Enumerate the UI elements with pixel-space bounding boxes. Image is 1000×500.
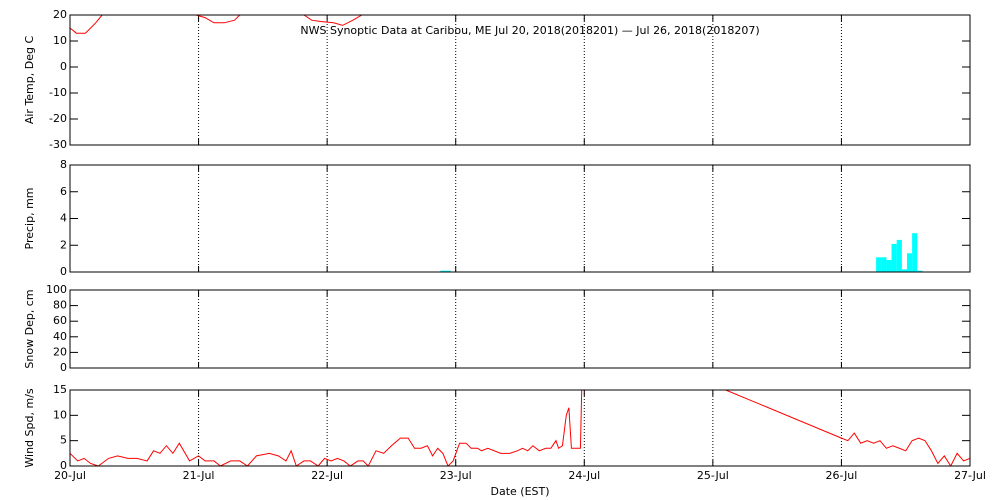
y-tick-label: -20: [49, 112, 67, 125]
plot-frame: [69, 14, 971, 146]
line: [70, 390, 970, 466]
bar: [901, 269, 908, 272]
plot-area: [440, 233, 923, 272]
plot-area: [70, 15, 363, 34]
y-tick-label: 20: [53, 345, 67, 358]
plot-area: [70, 390, 970, 466]
y-axis-label: Snow Dep, cm: [23, 289, 36, 368]
x-tick-label: 20-Jul: [54, 469, 86, 482]
y-tick-label: 60: [53, 314, 67, 327]
bar: [881, 257, 887, 272]
y-tick-label: 100: [46, 283, 67, 296]
y-tick-label: 8: [60, 158, 67, 171]
y-tick-label: -30: [49, 138, 67, 151]
x-tick-label: 25-Jul: [697, 469, 729, 482]
y-tick-label: 0: [60, 361, 67, 374]
y-tick-label: 5: [60, 434, 67, 447]
x-axis-label: Date (EST): [490, 485, 549, 498]
y-tick-label: 2: [60, 238, 67, 251]
x-tick-label: 27-Jul: [954, 469, 986, 482]
y-tick-label: 0: [60, 265, 67, 278]
x-tick-label: 26-Jul: [825, 469, 857, 482]
y-tick-label: 4: [60, 212, 67, 225]
y-axis-label: Precip, mm: [23, 188, 36, 250]
y-tick-label: 0: [60, 459, 67, 472]
bar: [891, 243, 897, 272]
plot-frame: [69, 289, 971, 369]
y-tick-label: 0: [60, 60, 67, 73]
y-tick-label: 15: [53, 383, 67, 396]
chart-title: NWS Synoptic Data at Caribou, ME Jul 20,…: [300, 24, 759, 37]
y-tick-label: 10: [53, 34, 67, 47]
bar: [886, 259, 892, 272]
bar: [896, 239, 902, 272]
y-tick-label: 6: [60, 185, 67, 198]
y-tick-label: 20: [53, 8, 67, 21]
x-tick-label: 21-Jul: [183, 469, 215, 482]
bar: [440, 270, 446, 272]
y-tick-label: 40: [53, 330, 67, 343]
x-tick-label: 23-Jul: [440, 469, 472, 482]
x-tick-label: 24-Jul: [568, 469, 600, 482]
plot-frame: [69, 164, 971, 273]
bar: [917, 270, 923, 272]
line: [70, 15, 363, 34]
bar: [876, 257, 882, 272]
y-tick-label: 10: [53, 408, 67, 421]
plot-frame: [69, 389, 971, 467]
bar: [445, 270, 451, 272]
x-tick-label: 22-Jul: [311, 469, 343, 482]
y-axis-label: Air Temp, Deg C: [23, 36, 36, 125]
bar: [906, 253, 913, 272]
bar: [912, 233, 918, 272]
y-tick-label: 80: [53, 299, 67, 312]
y-axis-label: Wind Spd, m/s: [23, 388, 36, 468]
y-tick-label: -10: [49, 86, 67, 99]
